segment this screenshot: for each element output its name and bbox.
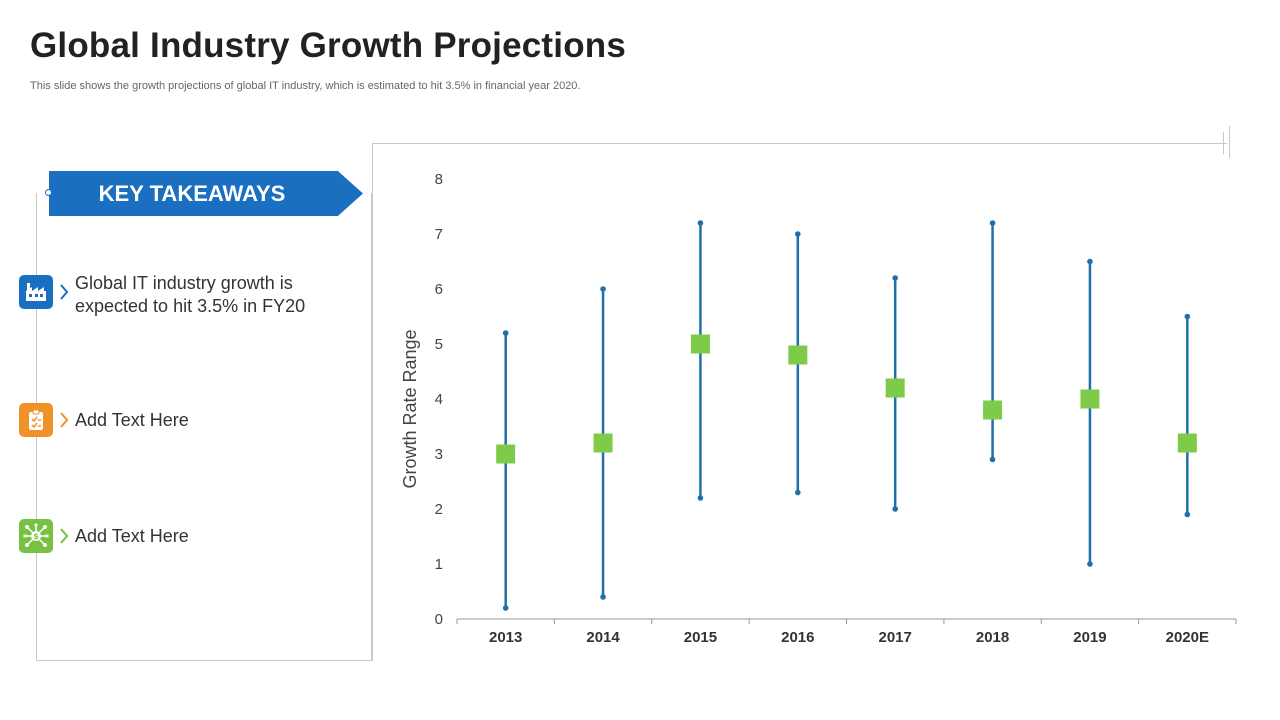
range-low-point bbox=[502, 605, 509, 611]
clipboard-icon bbox=[19, 403, 53, 437]
projection-marker bbox=[1080, 389, 1100, 409]
range-low-point bbox=[795, 489, 801, 496]
projection-marker bbox=[496, 444, 516, 464]
frame-end-cap-outer bbox=[1229, 126, 1230, 158]
y-axis-label: Growth Rate Range bbox=[400, 329, 420, 488]
key-takeaways-banner: KEY TAKEAWAYS bbox=[49, 171, 363, 216]
x-category-label: 2015 bbox=[684, 629, 717, 646]
takeaway-text-1: Global IT industry growth is expected to… bbox=[75, 273, 306, 316]
y-tick-label: 8 bbox=[435, 171, 443, 188]
chevron-right-icon bbox=[53, 275, 75, 309]
y-tick-label: 3 bbox=[435, 446, 443, 463]
range-high-point bbox=[795, 231, 801, 237]
page-title: Global Industry Growth Projections bbox=[30, 26, 627, 65]
takeaway-item-2: Add Text Here bbox=[19, 403, 335, 437]
range-low-point bbox=[989, 456, 996, 463]
range-low-point bbox=[600, 594, 606, 600]
page-subtitle: This slide shows the growth projections … bbox=[30, 80, 581, 92]
range-low-point bbox=[1087, 561, 1093, 567]
network-dollar-icon: $ bbox=[19, 519, 53, 553]
y-tick-label: 4 bbox=[435, 391, 443, 408]
chart-frame-top bbox=[372, 143, 1227, 144]
projection-marker bbox=[885, 378, 905, 398]
x-category-label: 2018 bbox=[976, 629, 1009, 646]
y-tick-label: 7 bbox=[435, 226, 443, 243]
chevron-right-icon bbox=[53, 519, 75, 553]
factory-icon bbox=[19, 275, 53, 309]
projection-marker bbox=[983, 400, 1003, 420]
y-tick-label: 5 bbox=[435, 336, 443, 353]
range-high-point bbox=[989, 220, 996, 226]
y-tick-label: 1 bbox=[435, 556, 443, 573]
x-category-label: 2020E bbox=[1166, 629, 1209, 646]
range-low-point bbox=[1184, 511, 1191, 518]
y-tick-label: 2 bbox=[435, 501, 443, 518]
y-tick-label: 6 bbox=[435, 281, 443, 298]
x-category-label: 2014 bbox=[586, 629, 620, 646]
svg-text:$: $ bbox=[33, 532, 39, 541]
chart-frame-divider bbox=[372, 143, 373, 661]
projection-marker bbox=[1177, 433, 1197, 453]
takeaway-text-2: Add Text Here bbox=[75, 410, 189, 430]
projection-marker bbox=[788, 345, 808, 365]
projection-marker bbox=[690, 334, 710, 354]
range-high-point bbox=[1087, 258, 1093, 265]
y-tick-label: 0 bbox=[435, 611, 443, 628]
range-high-point bbox=[1184, 313, 1191, 320]
takeaway-item-3: $ Add Text Here bbox=[19, 519, 335, 553]
x-category-label: 2016 bbox=[781, 629, 814, 646]
x-category-label: 2013 bbox=[489, 629, 522, 646]
x-category-label: 2017 bbox=[879, 629, 912, 646]
range-high-point bbox=[502, 330, 509, 336]
frame-end-cap bbox=[1223, 132, 1224, 154]
range-low-point bbox=[892, 506, 898, 512]
range-high-point bbox=[600, 286, 606, 292]
chevron-right-icon bbox=[53, 403, 75, 437]
projection-marker bbox=[593, 433, 613, 453]
range-low-point bbox=[697, 495, 704, 501]
range-high-point bbox=[697, 220, 704, 226]
takeaway-item-1: Global IT industry growth is expected to… bbox=[19, 273, 335, 318]
x-category-label: 2019 bbox=[1073, 629, 1106, 646]
range-high-point bbox=[892, 275, 898, 281]
banner-connector-dot bbox=[45, 189, 52, 196]
takeaway-text-3: Add Text Here bbox=[75, 526, 189, 546]
